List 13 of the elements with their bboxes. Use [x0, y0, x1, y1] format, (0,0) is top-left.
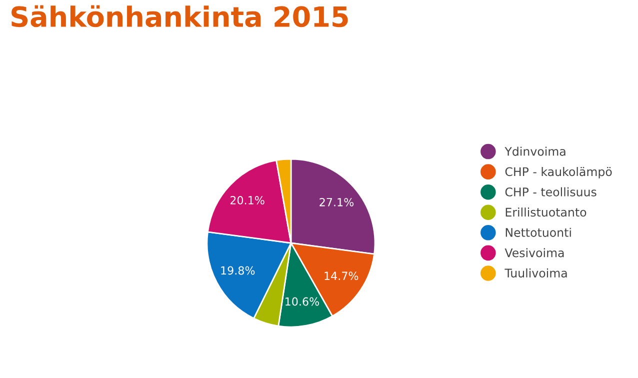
data-label: 20.1% [230, 196, 264, 204]
legend-label: Nettotuonti [506, 228, 571, 237]
chart-title: Sähkönhankinta 2015 [12, 5, 348, 28]
legend-label: Tuulivoima [504, 268, 567, 278]
legend-label: CHP - teollisuus [505, 187, 596, 196]
data-label: 19.8% [221, 266, 255, 275]
data-label: 14.7% [324, 272, 358, 280]
data-label: 10.6% [286, 297, 319, 306]
legend-label: CHP - kaukolämpö [505, 166, 612, 178]
legend-label: Erillistuotanto [506, 208, 586, 217]
legend-label: Ydinvoima [504, 146, 566, 156]
legend-label: Vesivoima [504, 248, 564, 258]
data-label: 27.1% [320, 198, 354, 206]
